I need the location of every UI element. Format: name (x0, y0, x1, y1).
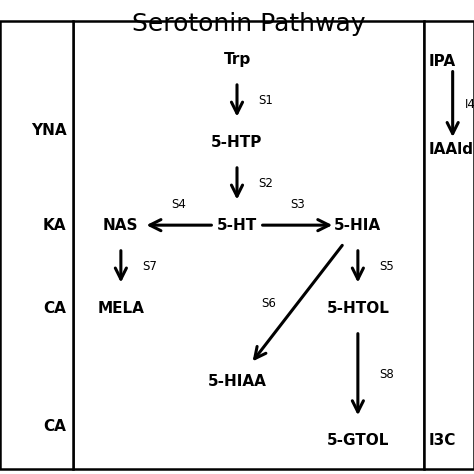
Text: S7: S7 (142, 260, 157, 273)
Text: S3: S3 (290, 198, 305, 211)
Text: I3C: I3C (429, 433, 456, 448)
Bar (424, 21, 474, 469)
Text: 5-HTOL: 5-HTOL (327, 301, 389, 316)
Text: S6: S6 (261, 297, 276, 310)
Text: S4: S4 (172, 198, 186, 211)
Text: 5-HIAA: 5-HIAA (208, 374, 266, 389)
Bar (73, 21, 424, 469)
Text: KA: KA (43, 218, 66, 233)
Text: 5-HTP: 5-HTP (211, 135, 263, 150)
Text: S8: S8 (379, 368, 394, 381)
Text: S2: S2 (258, 177, 273, 190)
Text: 5-HIA: 5-HIA (334, 218, 382, 233)
Text: MELA: MELA (98, 301, 144, 316)
Text: S5: S5 (379, 260, 394, 273)
Text: S1: S1 (258, 94, 273, 107)
Bar (0, 21, 73, 469)
Text: CA: CA (44, 301, 66, 316)
Text: IPA: IPA (429, 54, 456, 69)
Text: Trp: Trp (223, 52, 251, 67)
Text: CA: CA (44, 419, 66, 434)
Text: IAAld: IAAld (429, 142, 474, 157)
Text: 5-GTOL: 5-GTOL (327, 433, 389, 448)
Text: I4: I4 (465, 98, 474, 111)
Text: Serotonin Pathway: Serotonin Pathway (132, 12, 365, 36)
Text: NAS: NAS (103, 218, 138, 233)
Text: 5-HT: 5-HT (217, 218, 257, 233)
Text: YNA: YNA (31, 123, 66, 138)
